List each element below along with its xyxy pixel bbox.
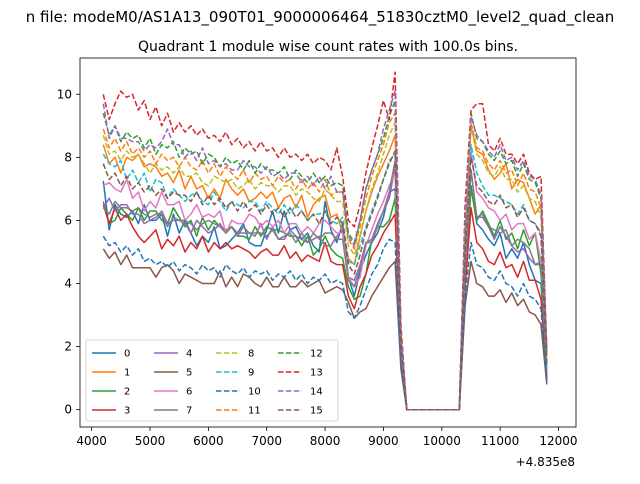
y-tick-label: 10 <box>57 87 72 101</box>
legend-frame <box>85 339 339 422</box>
y-tick-label: 6 <box>64 213 72 227</box>
legend-label-7: 7 <box>186 406 192 417</box>
y-tick-label: 4 <box>64 277 72 291</box>
series-layer <box>102 71 548 411</box>
legend-label-0: 0 <box>124 349 130 360</box>
series-line-8 <box>102 121 548 411</box>
series-line-2 <box>102 188 548 411</box>
legend-label-13: 13 <box>310 368 323 379</box>
legend-label-8: 8 <box>248 349 254 360</box>
x-tick-label: 12000 <box>539 434 577 448</box>
legend-label-15: 15 <box>310 406 323 417</box>
x-tick-label: 8000 <box>310 434 341 448</box>
legend-label-2: 2 <box>124 387 130 398</box>
legend-label-1: 1 <box>124 368 130 379</box>
series-line-5 <box>102 248 548 411</box>
series-line-14 <box>102 90 548 411</box>
figure-suptitle: n file: modeM0/AS1A13_090T01_9000006464_… <box>26 8 615 27</box>
legend-label-12: 12 <box>310 349 323 360</box>
series-line-15 <box>102 150 548 411</box>
series-line-7 <box>102 159 548 411</box>
x-tick-label: 7000 <box>251 434 282 448</box>
chart-title: Quadrant 1 module wise count rates with … <box>138 39 518 55</box>
series-line-6 <box>102 150 548 411</box>
legend-label-10: 10 <box>248 387 261 398</box>
x-tick-label: 9000 <box>368 434 399 448</box>
series-line-3 <box>102 204 548 411</box>
legend-label-5: 5 <box>186 368 192 379</box>
x-tick-label: 5000 <box>135 434 166 448</box>
x-tick-label: 11000 <box>481 434 519 448</box>
series-line-13 <box>102 71 548 411</box>
legend-label-3: 3 <box>124 406 130 417</box>
legend-label-11: 11 <box>248 406 261 417</box>
axes-frame <box>79 57 577 428</box>
x-tick-label: 6000 <box>193 434 224 448</box>
y-tick-label: 8 <box>64 150 72 164</box>
legend-label-6: 6 <box>186 387 192 398</box>
y-axis: 0 2 4 6 8 10 <box>57 87 80 417</box>
y-tick-label: 0 <box>64 403 72 417</box>
legend-label-14: 14 <box>310 387 323 398</box>
x-axis: 4000 5000 6000 7000 8000 9000 10000 11000 12000 <box>76 427 578 448</box>
x-tick-label: 10000 <box>423 434 461 448</box>
series-line-11 <box>102 112 548 411</box>
x-tick-label: 4000 <box>76 434 107 448</box>
legend-label-9: 9 <box>248 368 254 379</box>
x-offset-label: +4.835e8 <box>516 455 575 469</box>
legend-label-4: 4 <box>186 349 192 360</box>
y-tick-label: 2 <box>64 340 72 354</box>
series-line-10 <box>102 235 548 411</box>
